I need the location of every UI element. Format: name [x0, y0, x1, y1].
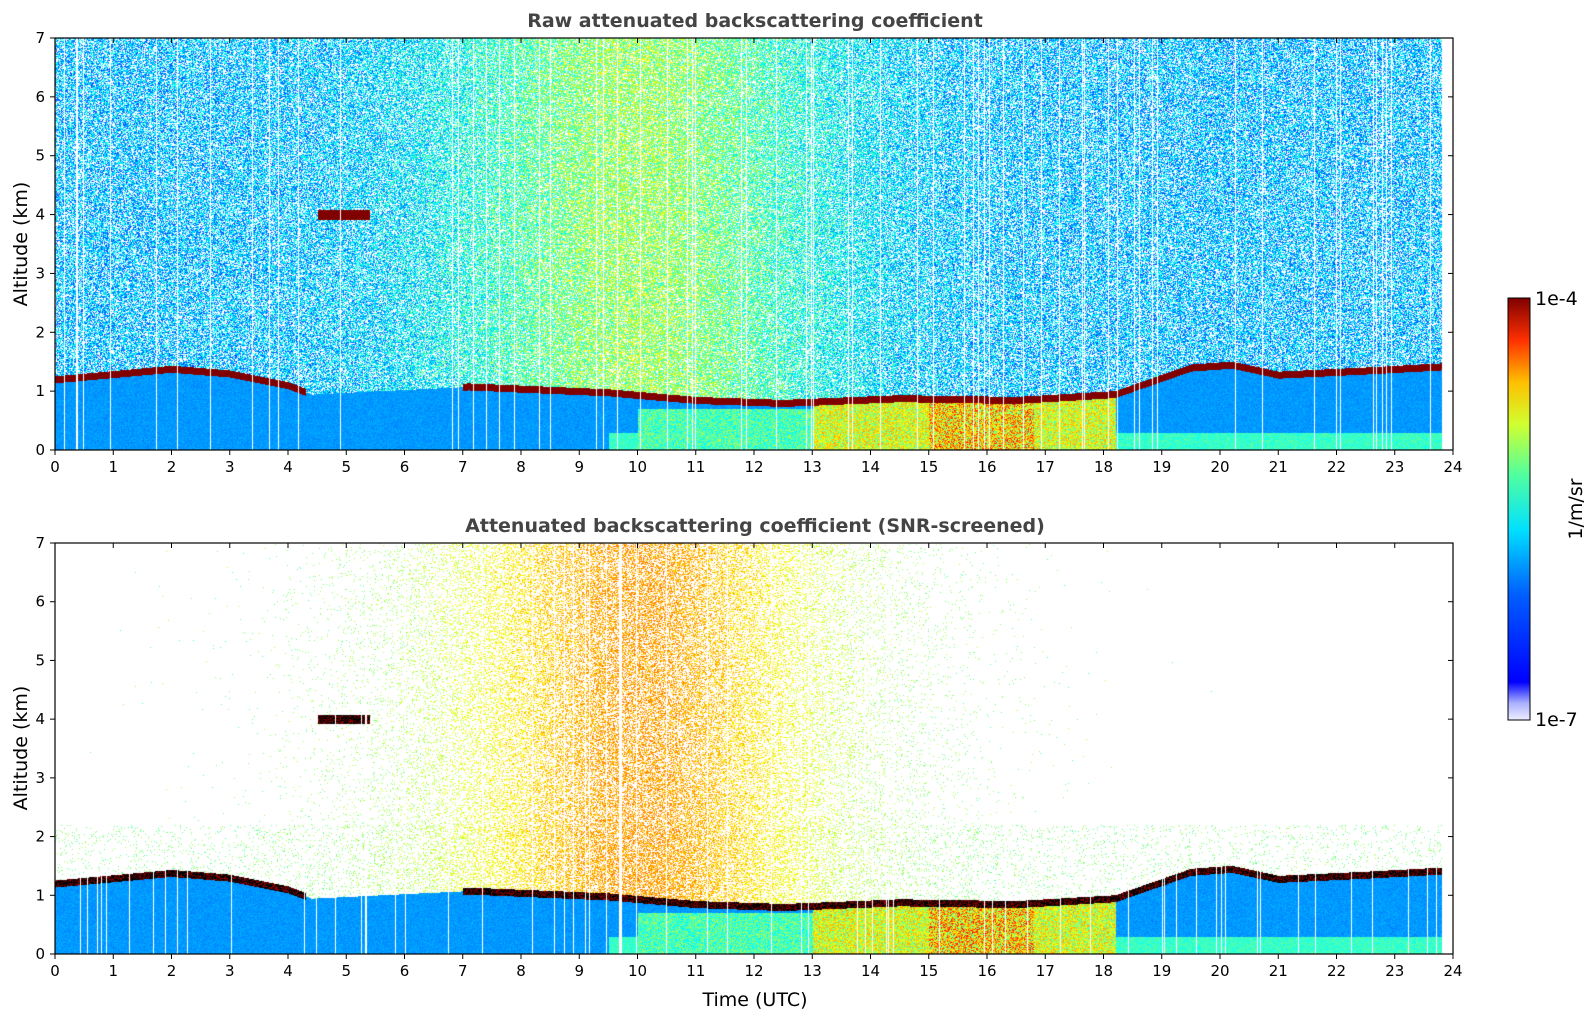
x-tick-label: 16	[977, 458, 996, 476]
x-tick-label: 7	[458, 962, 468, 980]
x-tick-label: 24	[1443, 962, 1462, 980]
x-tick-label: 24	[1443, 458, 1462, 476]
x-tick-label: 18	[1094, 962, 1113, 980]
panel-raw-title: Raw attenuated backscattering coefficien…	[527, 10, 983, 32]
x-tick-label: 17	[1036, 962, 1055, 980]
y-tick-label: 3	[35, 264, 45, 282]
colorbar-max-label: 1e-4	[1535, 288, 1578, 310]
y-tick-label: 6	[35, 88, 45, 106]
x-tick-label: 9	[574, 962, 584, 980]
x-tick-label: 11	[686, 962, 705, 980]
colorbar-unit-label: 1/m/sr	[1565, 478, 1587, 539]
x-tick-label: 6	[400, 962, 410, 980]
heatmap-image	[55, 38, 1453, 450]
panel-screened-y-ticks: 0 1 2 3 4 5 6 7	[35, 534, 1453, 963]
x-tick-label: 7	[458, 458, 468, 476]
x-tick-label: 3	[225, 458, 235, 476]
y-tick-label: 0	[35, 441, 45, 459]
x-tick-label: 20	[1210, 458, 1229, 476]
panel-raw-y-ticks: 0 1 2 3 4 5 6 7	[35, 29, 1453, 459]
colorbar-gradient	[1507, 297, 1531, 721]
panel-screened: Attenuated backscattering coefficient (S…	[10, 515, 1463, 1011]
x-tick-label: 5	[341, 962, 351, 980]
x-tick-label: 4	[283, 458, 293, 476]
x-tick-label: 15	[919, 962, 938, 980]
x-tick-label: 13	[803, 962, 822, 980]
panel-raw: Raw attenuated backscattering coefficien…	[10, 10, 1463, 476]
x-tick-label: 1	[108, 962, 118, 980]
y-tick-label: 3	[35, 769, 45, 787]
y-tick-label: 2	[35, 828, 45, 846]
x-tick-label: 6	[400, 458, 410, 476]
heatmap-image	[55, 543, 1453, 954]
x-tick-label: 20	[1210, 962, 1229, 980]
x-tick-label: 19	[1152, 458, 1171, 476]
x-tick-label: 0	[50, 962, 60, 980]
x-tick-label: 22	[1327, 458, 1346, 476]
panel-screened-heatmap	[55, 543, 1453, 954]
x-tick-label: 0	[50, 458, 60, 476]
y-tick-label: 2	[35, 323, 45, 341]
x-tick-label: 11	[686, 458, 705, 476]
x-tick-label: 1	[108, 458, 118, 476]
x-tick-label: 12	[744, 458, 763, 476]
x-tick-label: 9	[574, 458, 584, 476]
y-tick-label: 4	[35, 206, 45, 224]
x-tick-label: 21	[1269, 962, 1288, 980]
x-tick-label: 2	[167, 458, 177, 476]
panel-screened-x-label: Time (UTC)	[701, 989, 807, 1011]
y-tick-label: 1	[35, 886, 45, 904]
x-tick-label: 8	[516, 962, 526, 980]
x-tick-label: 14	[861, 962, 880, 980]
y-tick-label: 5	[35, 147, 45, 165]
x-tick-label: 13	[803, 458, 822, 476]
y-tick-label: 0	[35, 945, 45, 963]
y-tick-label: 6	[35, 593, 45, 611]
panel-screened-title: Attenuated backscattering coefficient (S…	[465, 515, 1045, 537]
x-tick-label: 12	[744, 962, 763, 980]
panel-raw-heatmap	[55, 38, 1453, 450]
panel-screened-x-ticks: 0 1 2 3 4 5 6 7 8 9 10 11 12 13 14 15 16 17 18 19 20 21 22 23 24	[50, 543, 1463, 980]
x-tick-label: 10	[628, 458, 647, 476]
x-tick-label: 2	[167, 962, 177, 980]
x-tick-label: 10	[628, 962, 647, 980]
y-tick-label: 5	[35, 651, 45, 669]
x-tick-label: 23	[1385, 458, 1404, 476]
x-tick-label: 18	[1094, 458, 1113, 476]
x-tick-label: 16	[977, 962, 996, 980]
colorbar: 1e-4 1e-7 1/m/sr	[1507, 288, 1587, 731]
x-tick-label: 8	[516, 458, 526, 476]
panel-screened-y-label: Altitude (km)	[10, 686, 32, 811]
x-tick-label: 15	[919, 458, 938, 476]
x-tick-label: 21	[1269, 458, 1288, 476]
y-tick-label: 7	[35, 534, 45, 552]
x-tick-label: 5	[341, 458, 351, 476]
y-tick-label: 7	[35, 29, 45, 47]
x-tick-label: 14	[861, 458, 880, 476]
x-tick-label: 23	[1385, 962, 1404, 980]
y-tick-label: 1	[35, 382, 45, 400]
y-tick-label: 4	[35, 710, 45, 728]
panel-raw-x-ticks: 0 1 2 3 4 5 6 7 8 9 10 11 12 13 14 15 16 17 18 19 20 21 22 23 24	[50, 38, 1463, 476]
x-tick-label: 22	[1327, 962, 1346, 980]
x-tick-label: 17	[1036, 458, 1055, 476]
colorbar-min-label: 1e-7	[1535, 709, 1578, 731]
x-tick-label: 4	[283, 962, 293, 980]
x-tick-label: 3	[225, 962, 235, 980]
panel-raw-y-label: Altitude (km)	[10, 182, 32, 307]
x-tick-label: 19	[1152, 962, 1171, 980]
